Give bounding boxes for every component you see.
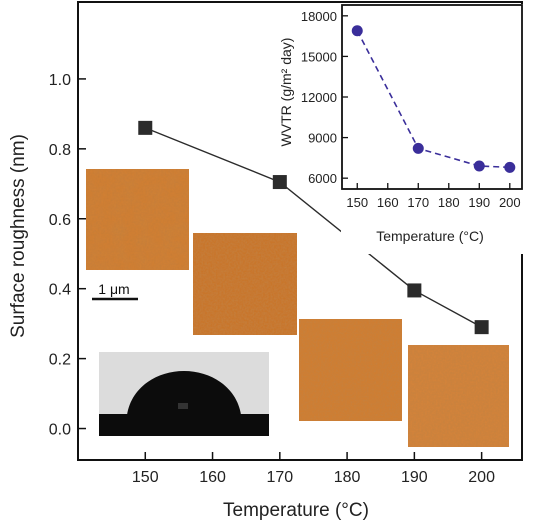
inset-x-axis-label: Temperature (°C) — [376, 228, 484, 244]
main-data-point — [272, 175, 287, 190]
afm-image-200 — [408, 345, 509, 447]
main-x-tick-label: 160 — [199, 469, 226, 486]
inset-y-axis-label: WVTR (g/m² day) — [278, 38, 294, 147]
main-y-axis-label: Surface roughness (nm) — [8, 134, 29, 338]
inset-series-wvtr — [351, 25, 516, 173]
main-data-point — [407, 283, 422, 298]
main-x-ticks: 150 160 170 180 190 200 — [132, 452, 495, 486]
inset-background — [341, 4, 523, 254]
main-y-tick-label: 0.0 — [49, 422, 71, 439]
main-y-tick-label: 0.6 — [49, 212, 71, 229]
inset-data-point — [504, 161, 516, 173]
inset-data-point — [412, 142, 424, 154]
inset-x-ticks: 150 160 170 180 190 200 — [346, 183, 521, 210]
afm-image-190 — [299, 319, 402, 421]
main-x-axis-label: Temperature (°C) — [223, 500, 369, 521]
main-x-tick-label: 170 — [266, 469, 293, 486]
main-x-tick-label: 190 — [401, 469, 428, 486]
inset-y-ticks: 6000 9000 12000 15000 18000 — [301, 9, 348, 186]
inset-x-tick-label: 150 — [346, 195, 368, 210]
main-x-tick-label: 150 — [132, 469, 159, 486]
inset-x-tick-label: 180 — [438, 195, 460, 210]
inset-series-line — [356, 30, 510, 169]
main-y-tick-label: 0.4 — [49, 282, 71, 299]
inset-x-tick-label: 170 — [407, 195, 429, 210]
water-droplet-photo — [99, 352, 269, 436]
main-y-ticks: 0.0 0.2 0.4 0.6 0.8 1.0 — [49, 72, 86, 439]
inset-x-tick-label: 190 — [468, 195, 490, 210]
main-x-tick-label: 180 — [334, 469, 361, 486]
inset-data-point — [473, 160, 485, 172]
inset-y-tick-label: 15000 — [301, 49, 337, 64]
inset-y-tick-label: 6000 — [308, 171, 337, 186]
main-data-point — [474, 320, 489, 335]
inset-y-tick-label: 9000 — [308, 131, 337, 146]
inset-x-tick-label: 160 — [377, 195, 399, 210]
main-y-tick-label: 0.2 — [49, 352, 71, 369]
afm-image-170 — [193, 233, 297, 335]
scale-bar-label: 1 μm — [98, 281, 129, 297]
afm-image-150 — [86, 169, 189, 270]
inset-y-tick-label: 18000 — [301, 9, 337, 24]
main-x-tick-label: 200 — [468, 469, 495, 486]
inset-x-tick-label: 200 — [499, 195, 521, 210]
main-y-tick-label: 1.0 — [49, 72, 71, 89]
inset-y-tick-label: 12000 — [301, 90, 337, 105]
main-data-point — [138, 120, 153, 135]
main-y-tick-label: 0.8 — [49, 142, 71, 159]
inset-data-point — [351, 25, 363, 37]
